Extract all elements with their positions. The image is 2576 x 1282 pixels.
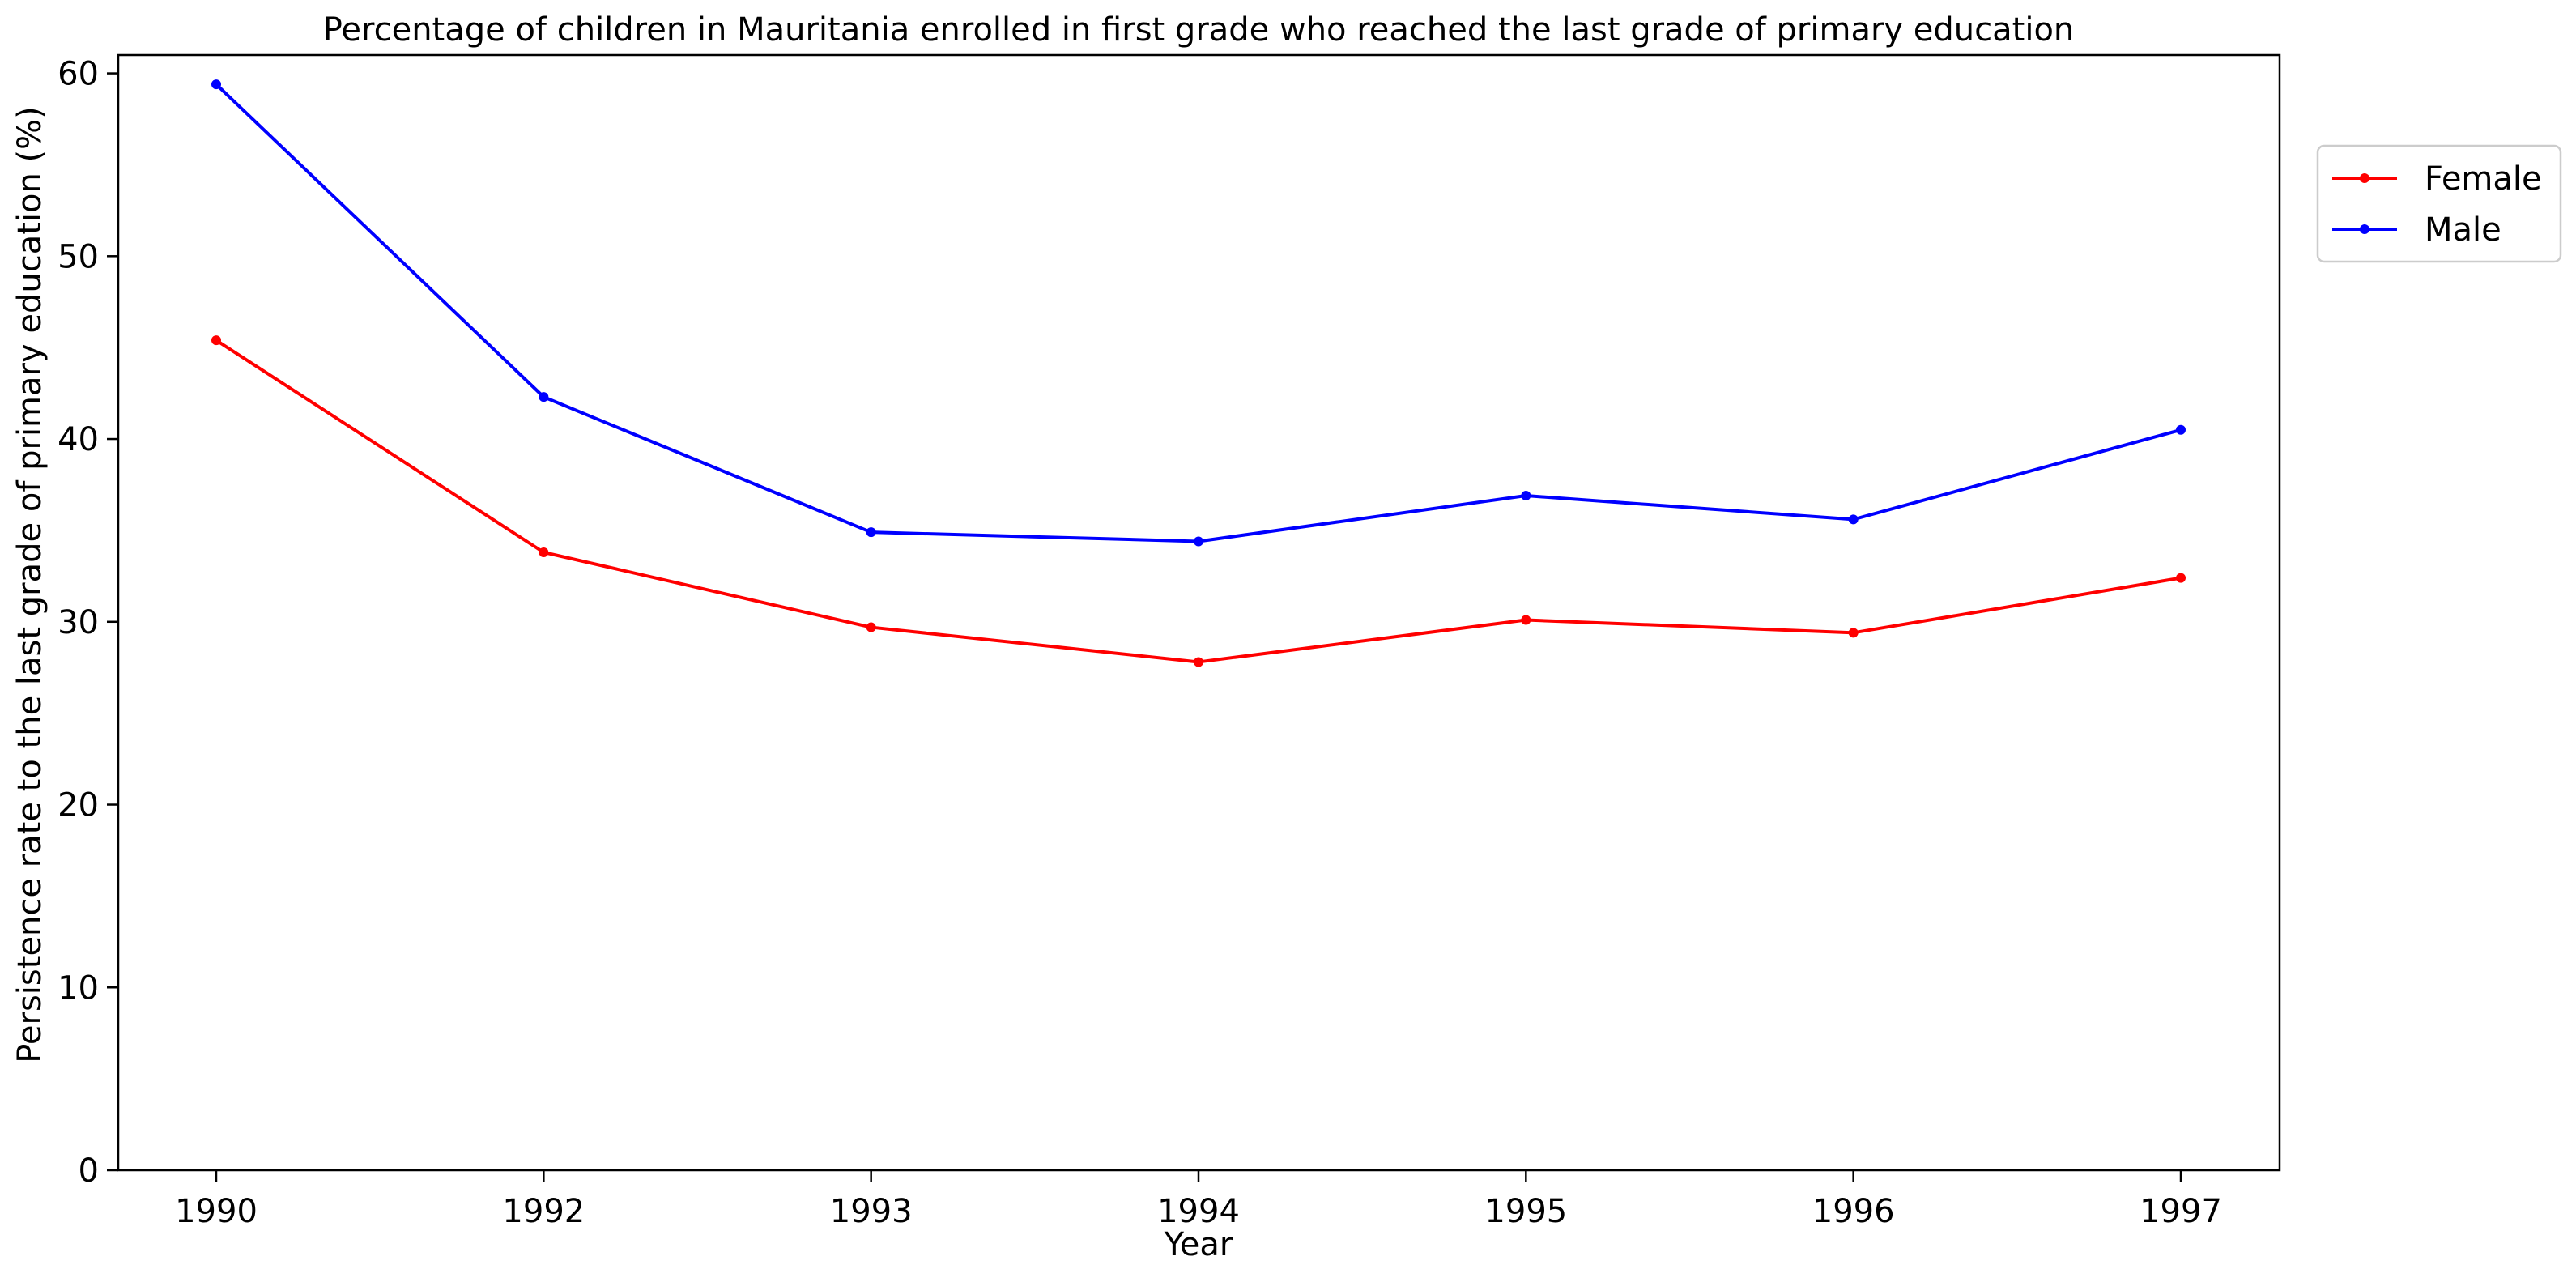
data-point-male [1521, 491, 1531, 501]
data-point-female [211, 335, 221, 346]
y-tick-label: 0 [79, 1152, 99, 1190]
data-point-male [866, 527, 876, 538]
series-line-female [215, 339, 2182, 664]
legend-marker-male [2360, 224, 2369, 234]
legend-label-female: Female [2425, 160, 2542, 198]
x-tick-label: 1994 [1157, 1193, 1240, 1230]
chart-title: Percentage of children in Mauritania enr… [323, 11, 2075, 49]
data-point-female [866, 622, 876, 632]
data-point-female [539, 547, 549, 558]
y-axis-label: Persistence rate to the last grade of pr… [11, 106, 49, 1063]
x-tick-label: 1993 [830, 1193, 913, 1230]
data-point-male [2176, 424, 2186, 435]
data-point-female [2176, 573, 2186, 583]
y-tick-label: 40 [57, 421, 99, 458]
y-tick-label: 10 [57, 969, 99, 1007]
data-point-male [539, 392, 549, 402]
x-tick-label: 1992 [502, 1193, 585, 1230]
y-tick-label: 60 [57, 56, 99, 93]
plot-area: 0 10 20 30 40 50 60 1990 1992 1993 1994 1995 1996 199… [57, 53, 2281, 1230]
x-tick-label: 1995 [1484, 1193, 1567, 1230]
y-tick-label: 30 [57, 604, 99, 641]
data-point-male [1194, 536, 1203, 547]
legend-marker-female [2360, 173, 2369, 183]
data-point-male [211, 79, 221, 90]
series-line-male [215, 83, 2182, 543]
y-tick-label: 50 [57, 238, 99, 275]
plot-frame [117, 53, 2281, 1172]
x-tick-label: 1996 [1812, 1193, 1895, 1230]
x-tick-label: 1997 [2140, 1193, 2222, 1230]
legend-box [2316, 144, 2562, 263]
legend: Female Male [2316, 144, 2562, 263]
x-tick-label: 1990 [175, 1193, 258, 1230]
data-point-female [1521, 615, 1531, 625]
data-point-female [1194, 657, 1203, 667]
data-point-female [1848, 628, 1859, 638]
legend-label-male: Male [2425, 211, 2501, 249]
data-point-male [1848, 514, 1859, 525]
y-tick-label: 20 [57, 787, 99, 824]
x-axis-label: Year [1164, 1226, 1233, 1263]
